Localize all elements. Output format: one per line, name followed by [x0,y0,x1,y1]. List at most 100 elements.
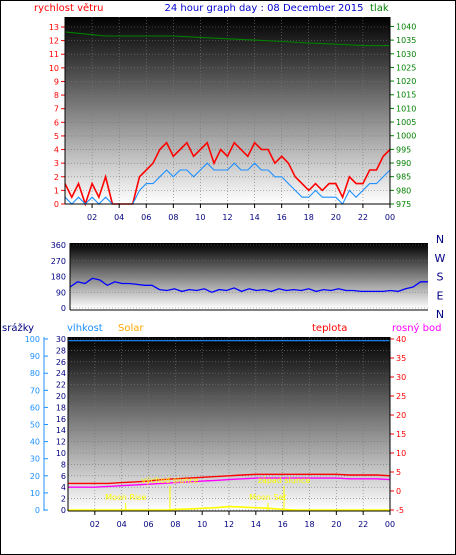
rain-tick-label: 12 [56,438,66,447]
wind-tick-label: 9 [54,77,59,86]
wind-tick-label: 6 [54,118,59,127]
wind-time-tick-label: 12 [222,213,232,222]
temp-tick-label: 15 [396,430,406,439]
temperature-time-axis: 02 04 06 08 10 12 14 16 18 20 22 00 [90,511,395,529]
humidity-tick-label: 60 [30,403,40,412]
temperature-series-group [68,340,391,511]
wind-time-tick-label: 00 [385,213,395,222]
pressure-axis: 975 980 985 990 995 1000 1005 1010 1015 1020 1025 1… [390,22,416,209]
wind-tick-label: 12 [49,37,59,46]
temp-time-tick-label: 22 [358,520,368,529]
temp-tick-label: 30 [396,373,406,382]
wind-time-tick-label: 16 [277,213,287,222]
temp-tick-label: 25 [396,392,406,401]
wind-tick-label: 1 [54,186,59,195]
temp-time-tick-label: 06 [143,520,153,529]
pressure-tick-label: 1010 [396,104,416,113]
moonset-label: Moon Set [249,493,286,502]
humidity-tick-label: 30 [30,455,40,464]
wind-time-tick-label: 14 [249,213,259,222]
direction-tick-label: 180 [51,273,66,282]
direction-series-group [69,277,428,294]
temp-time-tick-label: 02 [90,520,100,529]
pressure-tick-label: 990 [396,159,411,168]
temp-time-tick-label: 12 [224,520,234,529]
compass-label: N [436,308,444,321]
chart-title: 24 hour graph day : 08 December 2015 [165,3,364,14]
wind-tick-label: 4 [54,146,59,155]
temp-tick-label: 35 [396,354,406,363]
pressure-tick-label: 985 [396,173,411,182]
rain-tick-label: 8 [61,460,66,469]
temperature-grid [68,337,391,511]
humidity-tick-label: 0 [35,506,40,515]
rain-tick-label: 18 [56,403,66,412]
wind-time-tick-label: 18 [304,213,314,222]
direction-tick-label: 0 [61,304,66,313]
temp-time-tick-label: 04 [117,520,127,529]
wind-time-tick-label: 04 [114,213,124,222]
pressure-tick-label: 980 [396,186,411,195]
humidity-tick-label: 100 [25,335,40,344]
pressure-tick-label: 1005 [396,118,416,127]
humidity-axis: 0 10 20 30 40 50 60 70 80 90 100 [25,335,48,515]
temp-time-tick-label: 10 [197,520,207,529]
temp-time-tick-label: 00 [385,520,395,529]
temp-time-tick-label: 14 [251,520,261,529]
pressure-line [64,31,390,47]
humidity-tick-label: 90 [30,352,40,361]
temp-tick-label: 0 [396,487,401,496]
temp-tick-label: 20 [396,411,406,420]
wind-time-tick-label: 20 [331,213,341,222]
pressure-tick-label: 1015 [396,91,416,100]
direction-tick-label: 360 [51,241,66,250]
rain-tick-label: 6 [61,472,66,481]
wind-tick-label: 10 [49,64,59,73]
rain-tick-label: 20 [56,392,66,401]
wind-tick-label: 7 [54,105,59,114]
temperature-line [68,473,391,485]
direction-plot-background [70,243,428,309]
sunrise-label: východ slunce [141,476,198,485]
direction-tick-label: 90 [56,288,66,297]
temp-tick-label: 10 [396,449,406,458]
rain-tick-label: 2 [61,495,66,504]
solar-axis-title: Solar [118,323,144,334]
wind-time-tick-label: 06 [141,213,151,222]
wind-axis-title: rychlost větru [34,2,104,14]
moonrise-label: Moon Rise [105,493,146,502]
dew-point-axis-title: rosný bod [392,322,441,334]
wind-tick-label: 0 [54,200,59,209]
wind-time-tick-label: 02 [87,213,97,222]
humidity-tick-label: 80 [30,369,40,378]
pressure-tick-label: 1040 [396,22,416,31]
temp-tick-label: 40 [396,335,406,344]
humidity-axis-title: vlhkost [67,323,103,334]
solar-line [68,505,390,511]
wind-time-tick-label: 22 [358,213,368,222]
wind-time-tick-label: 08 [168,213,178,222]
humidity-tick-label: 40 [30,438,40,447]
temp-tick-label: -5 [396,506,404,515]
humidity-tick-label: 50 [30,421,40,430]
sun-moon-annotations: východ slunce západ slunce Moon Rise Moon S… [105,476,310,511]
temp-time-tick-label: 18 [304,520,314,529]
temp-time-tick-label: 08 [170,520,180,529]
direction-line [69,277,428,294]
pressure-tick-label: 975 [396,200,411,209]
pressure-axis-title: tlak [370,3,389,14]
rain-tick-label: 14 [56,426,66,435]
rain-tick-label: 26 [56,358,66,367]
compass-label: W [435,252,446,265]
rain-tick-label: 30 [56,335,66,344]
wind-tick-label: 2 [54,173,59,182]
rain-tick-label: 22 [56,381,66,390]
wind-grid [65,17,391,205]
wind-tick-label: 8 [54,91,59,100]
compass-label: E [437,289,444,302]
compass-label: N [436,233,444,246]
